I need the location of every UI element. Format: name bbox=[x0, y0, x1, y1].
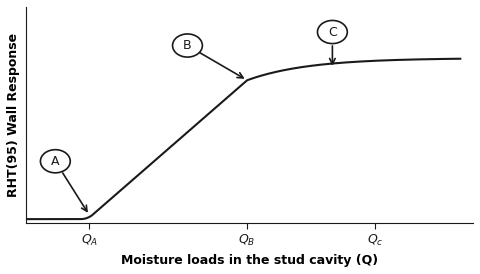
Text: B: B bbox=[183, 39, 192, 52]
Text: C: C bbox=[328, 25, 337, 39]
Y-axis label: RHT(95) Wall Response: RHT(95) Wall Response bbox=[7, 33, 20, 197]
Text: A: A bbox=[51, 155, 60, 168]
Ellipse shape bbox=[172, 34, 203, 57]
X-axis label: Moisture loads in the stud cavity (Q): Moisture loads in the stud cavity (Q) bbox=[120, 254, 378, 267]
Ellipse shape bbox=[40, 150, 70, 173]
Ellipse shape bbox=[317, 21, 348, 44]
